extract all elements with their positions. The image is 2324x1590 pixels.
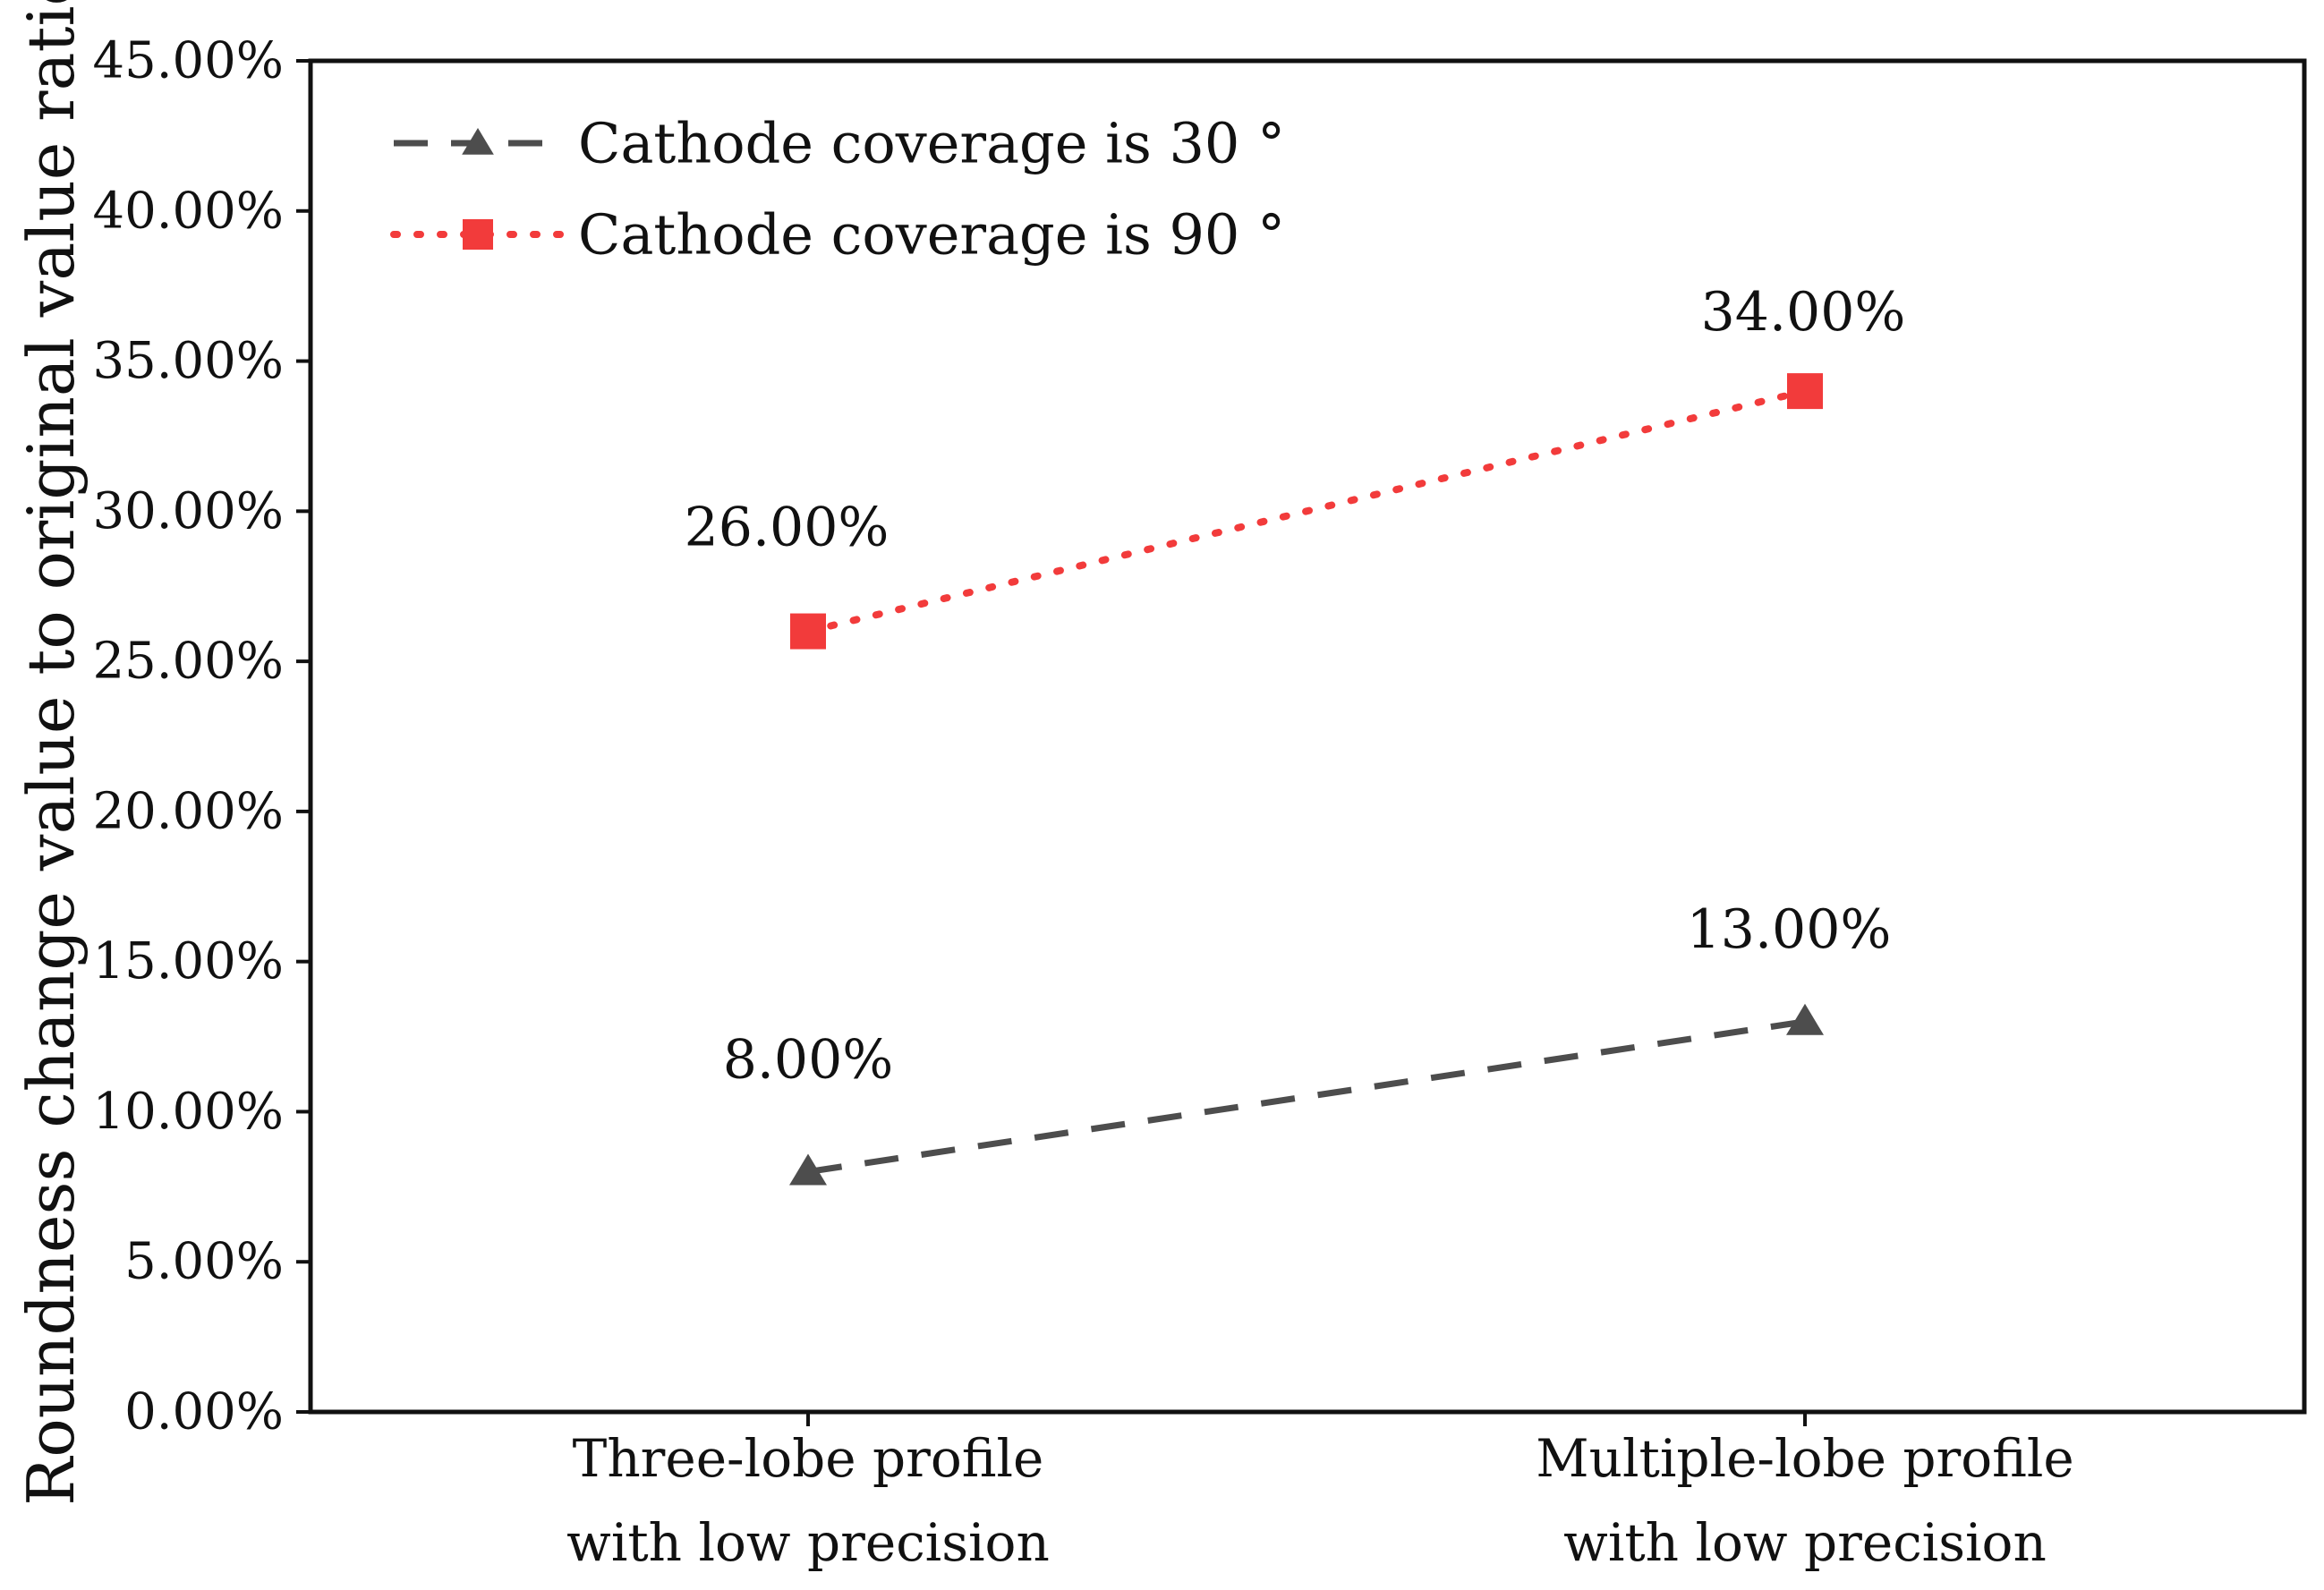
x-axis: Three-lobe profile with low precision Mult… [566, 1412, 2074, 1573]
y-tick-label: 40.00% [92, 182, 284, 240]
marker-square [1787, 373, 1823, 410]
data-label: 8.00% [723, 1029, 894, 1092]
x-tick-label: Multiple-lobe profile [1536, 1428, 2073, 1489]
y-tick-label: 45.00% [92, 32, 284, 90]
y-axis-title: Roundness change value to original value… [13, 0, 89, 1506]
data-label: 13.00% [1687, 898, 1892, 961]
x-tick-label: with low precision [566, 1512, 1050, 1573]
series-line [804, 387, 1809, 635]
data-label: 34.00% [1701, 281, 1906, 344]
y-axis: 0.00% 5.00% 10.00% 15.00% 20.00% 25.00% 30.00%… [92, 32, 311, 1441]
marker-square [790, 613, 826, 650]
marker-triangle [462, 128, 494, 155]
y-tick-label: 30.00% [92, 482, 284, 540]
y-tick-label: 20.00% [92, 782, 284, 840]
x-tick-label: with low precision [1563, 1512, 2047, 1573]
marker-triangle [789, 1153, 827, 1186]
legend: Cathode coverage is 30 ° Cathode coverage… [390, 111, 1285, 268]
y-tick-label: 25.00% [92, 633, 284, 691]
legend-label: Cathode coverage is 30 ° [578, 111, 1285, 176]
y-tick-label: 5.00% [124, 1233, 284, 1291]
series-layer: 8.00% 13.00% 26.00% 34.00% [685, 281, 1906, 1186]
legend-label: Cathode coverage is 90 ° [578, 202, 1285, 268]
x-tick-label: Three-lobe profile [573, 1428, 1044, 1489]
series-line [807, 1018, 1806, 1176]
marker-square [463, 219, 493, 250]
data-label: 26.00% [685, 497, 890, 559]
plot-frame [308, 58, 2307, 1415]
y-tick-label: 10.00% [92, 1083, 284, 1141]
y-tick-label: 15.00% [92, 932, 284, 991]
marker-triangle [1786, 1003, 1824, 1035]
y-tick-label: 35.00% [92, 332, 284, 390]
y-tick-label: 0.00% [124, 1383, 284, 1441]
